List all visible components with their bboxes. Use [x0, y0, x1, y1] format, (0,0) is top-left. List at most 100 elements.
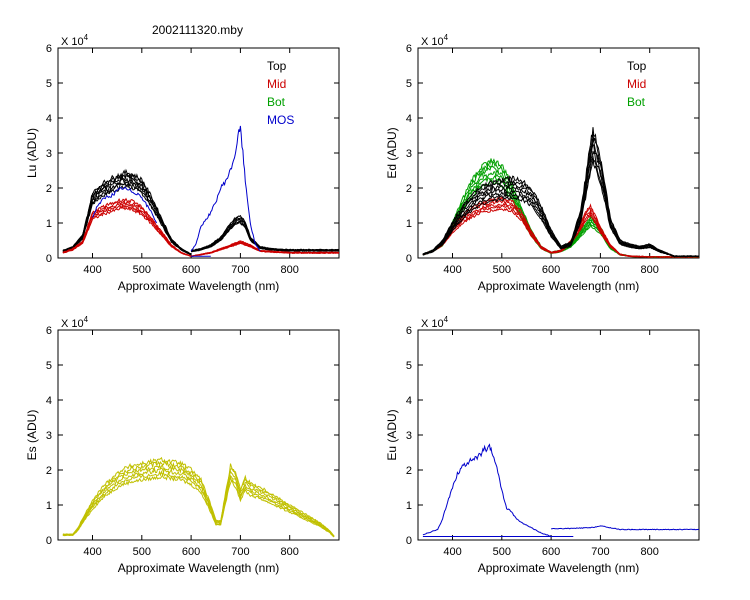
- y-axis-label: Ed (ADU): [385, 127, 399, 178]
- series-line-mid: [62, 197, 192, 257]
- plot-frame: [417, 329, 700, 541]
- y-tick-label: 5: [46, 78, 52, 90]
- y-tick-label: 6: [406, 43, 412, 55]
- axis-multiplier: X 104: [421, 315, 449, 330]
- series-group: [62, 125, 339, 257]
- x-tick-label: 400: [83, 546, 101, 558]
- y-tick-label: 4: [406, 113, 412, 125]
- y-tick-label: 1: [406, 500, 412, 512]
- plot-frame: [57, 47, 340, 259]
- x-tick-label: 800: [641, 264, 659, 276]
- legend-entry-top: Top: [627, 59, 647, 73]
- series-line-top: [191, 219, 339, 252]
- axis-multiplier-base: X 10: [61, 318, 84, 330]
- x-tick-label: 700: [591, 264, 609, 276]
- x-axis-label: Approximate Wavelength (nm): [478, 279, 640, 293]
- x-tick-label: 700: [231, 264, 249, 276]
- axis-multiplier-exponent: 4: [84, 33, 89, 42]
- y-tick-label: 3: [406, 430, 412, 442]
- series-line-top: [62, 168, 192, 255]
- x-axis-label: Approximate Wavelength (nm): [118, 561, 280, 575]
- x-tick-label: 600: [182, 264, 200, 276]
- series-line-mos: [190, 125, 261, 252]
- series-line-es: [62, 474, 335, 538]
- chart-panel-ed: 0 1 2 3 4 5 6 400 500 600 700 800 X 104 Approximate W…: [385, 33, 700, 293]
- series-line-es: [62, 470, 335, 538]
- series-line-eu: [422, 443, 552, 537]
- x-tick-label: 600: [182, 546, 200, 558]
- y-tick-label: 3: [46, 430, 52, 442]
- y-tick-label: 5: [406, 360, 412, 372]
- series-line-mid: [191, 240, 339, 257]
- axis-multiplier-exponent: 4: [444, 33, 449, 42]
- series-line-es: [62, 456, 335, 537]
- series-group: [422, 443, 699, 537]
- x-tick-label: 500: [133, 546, 151, 558]
- series-line-top: [62, 183, 192, 256]
- x-axis-label: Approximate Wavelength (nm): [478, 561, 640, 575]
- y-tick-label: 4: [406, 395, 412, 407]
- legend-entry-mid: Mid: [267, 77, 286, 91]
- x-tick-label: 800: [281, 546, 299, 558]
- x-tick-label: 500: [133, 264, 151, 276]
- x-tick-label: 400: [443, 546, 461, 558]
- y-axis-label: Es (ADU): [25, 410, 39, 461]
- y-tick-label: 3: [406, 148, 412, 160]
- axis-multiplier-exponent: 4: [84, 315, 89, 324]
- y-tick-label: 3: [46, 148, 52, 160]
- legend-entry-mid: Mid: [627, 77, 646, 91]
- x-tick-label: 400: [443, 264, 461, 276]
- series-line-bot: [422, 171, 699, 258]
- y-tick-label: 4: [46, 395, 52, 407]
- series-line-top: [191, 214, 339, 251]
- legend-entry-bot: Bot: [627, 95, 646, 109]
- x-tick-label: 700: [231, 546, 249, 558]
- y-tick-label: 0: [46, 535, 52, 547]
- series-group: [422, 127, 699, 258]
- series-line-es: [62, 467, 335, 537]
- series-line-top: [422, 127, 699, 257]
- axis-multiplier-base: X 10: [421, 318, 444, 330]
- y-tick-label: 1: [46, 218, 52, 230]
- y-tick-label: 1: [406, 218, 412, 230]
- plot-frame: [417, 47, 700, 259]
- x-tick-label: 700: [591, 546, 609, 558]
- axis-multiplier-exponent: 4: [444, 315, 449, 324]
- y-tick-label: 5: [46, 360, 52, 372]
- y-tick-label: 4: [46, 113, 52, 125]
- y-tick-label: 1: [46, 500, 52, 512]
- x-tick-label: 800: [281, 264, 299, 276]
- legend-entry-top: Top: [267, 59, 287, 73]
- series-line-eu: [551, 525, 699, 531]
- x-axis-label: Approximate Wavelength (nm): [118, 279, 280, 293]
- y-tick-label: 6: [46, 325, 52, 337]
- y-tick-label: 0: [406, 535, 412, 547]
- series-line-mid: [62, 205, 192, 257]
- series-line-mid: [62, 203, 192, 257]
- x-tick-label: 600: [542, 546, 560, 558]
- y-axis-label: Eu (ADU): [385, 409, 399, 460]
- x-tick-label: 800: [641, 546, 659, 558]
- axis-multiplier: X 104: [61, 33, 89, 48]
- series-line-mid: [62, 202, 192, 257]
- axis-multiplier: X 104: [61, 315, 89, 330]
- y-axis-label: Lu (ADU): [25, 128, 39, 178]
- series-line-es: [62, 460, 335, 537]
- series-group: [62, 456, 335, 538]
- y-tick-label: 5: [406, 78, 412, 90]
- y-tick-label: 2: [406, 183, 412, 195]
- x-tick-label: 400: [83, 264, 101, 276]
- series-line-mos: [92, 186, 158, 224]
- figure-title: 2002111320.mby: [152, 23, 243, 37]
- x-tick-label: 600: [542, 264, 560, 276]
- axis-multiplier: X 104: [421, 33, 449, 48]
- y-tick-label: 0: [406, 253, 412, 265]
- series-line-top: [422, 133, 699, 257]
- legend-entry-bot: Bot: [267, 95, 286, 109]
- x-tick-label: 500: [493, 546, 511, 558]
- x-tick-label: 500: [493, 264, 511, 276]
